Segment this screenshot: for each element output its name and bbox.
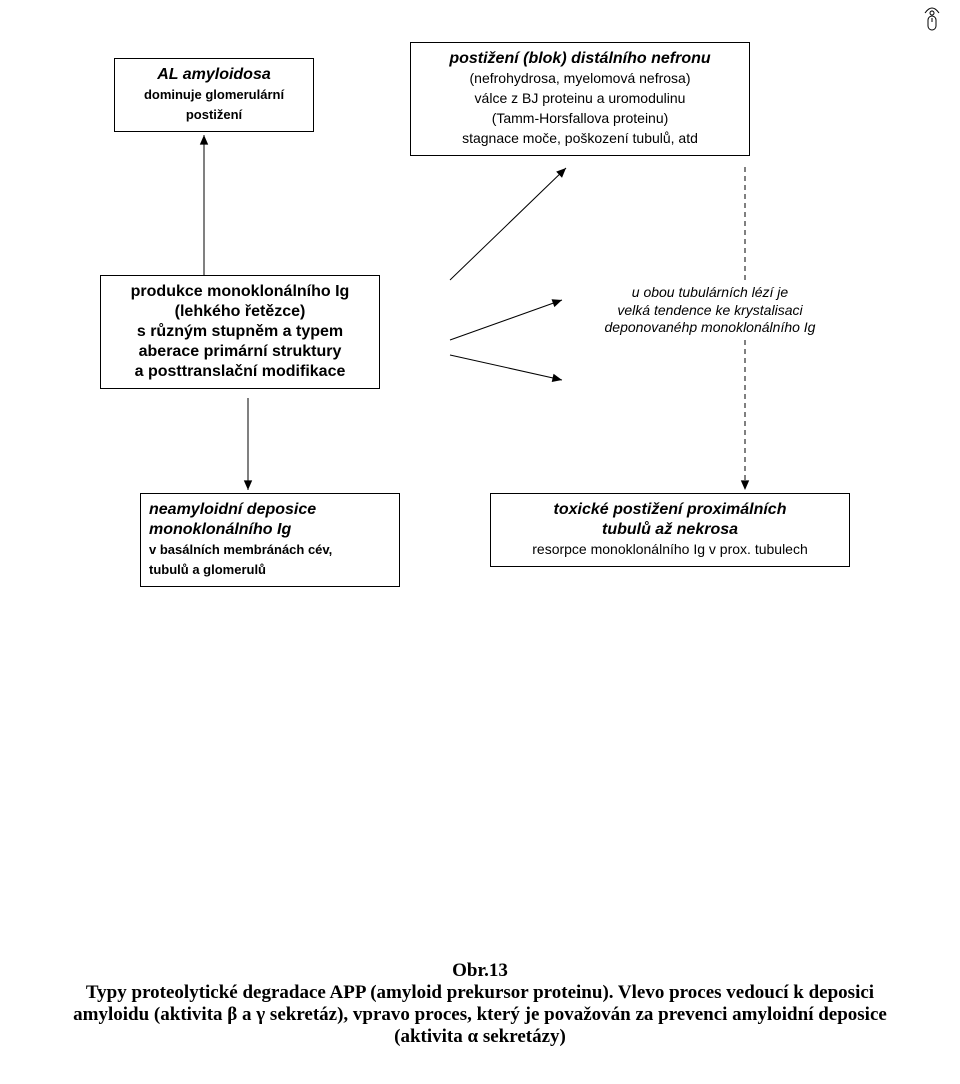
figure-caption: Obr.13 Typy proteolytické degradace APP … [60,960,900,1048]
prod-line5: a posttranslační modifikace [135,363,346,380]
node-al-amyloidosa: AL amyloidosa dominuje glomerulární post… [114,58,314,132]
side-line2: velká tendence ke krystalisaci [617,302,802,318]
prod-line1: produkce monoklonálního Ig [131,283,350,300]
neam-line4: tubulů a glomerulů [149,562,266,577]
side-line1: u obou tubulárních lézí je [632,284,788,300]
prod-line2: (lehkého řetězce) [175,303,306,320]
al-line2: dominuje glomerulární [144,87,284,102]
caption-title: Obr.13 [452,960,508,981]
neam-line1: neamyloidní deposice [149,501,316,518]
neam-line2: monoklonálního Ig [149,521,291,538]
caption-body: Typy proteolytické degradace APP (amyloi… [73,982,887,1047]
note-tubular-lesions: u obou tubulárních lézí je velká tendenc… [570,284,850,337]
side-line3: deponovanéhp monoklonálního Ig [605,319,816,335]
dist-line1: postižení (blok) distálního nefronu [449,50,710,67]
al-line3: postižení [186,107,242,122]
tox-line2: tubulů až nekrosa [602,521,738,538]
node-nonamyloid-deposit: neamyloidní deposice monoklonálního Ig v… [140,493,400,587]
al-line1: AL amyloidosa [157,66,271,83]
node-toxic-damage: toxické postižení proximálních tubulů až… [490,493,850,567]
dist-line3: válce z BJ proteinu a uromodulinu [475,90,686,106]
dist-line2: (nefrohydrosa, myelomová nefrosa) [470,70,691,86]
dist-line5: stagnace moče, poškození tubulů, atd [462,130,698,146]
prod-line3: s různým stupněm a typem [137,323,343,340]
dist-line4: (Tamm-Horsfallova proteinu) [492,110,669,126]
node-distal-nephron: postižení (blok) distálního nefronu (nef… [410,42,750,156]
neam-line3: v basálních membránách cév, [149,542,332,557]
node-ig-production: produkce monoklonálního Ig (lehkého řetě… [100,275,380,389]
scroll-icon [920,6,944,34]
tox-line1: toxické postižení proximálních [554,501,787,518]
prod-line4: aberace primární struktury [139,343,342,360]
tox-line3: resorpce monoklonálního Ig v prox. tubul… [532,541,808,557]
